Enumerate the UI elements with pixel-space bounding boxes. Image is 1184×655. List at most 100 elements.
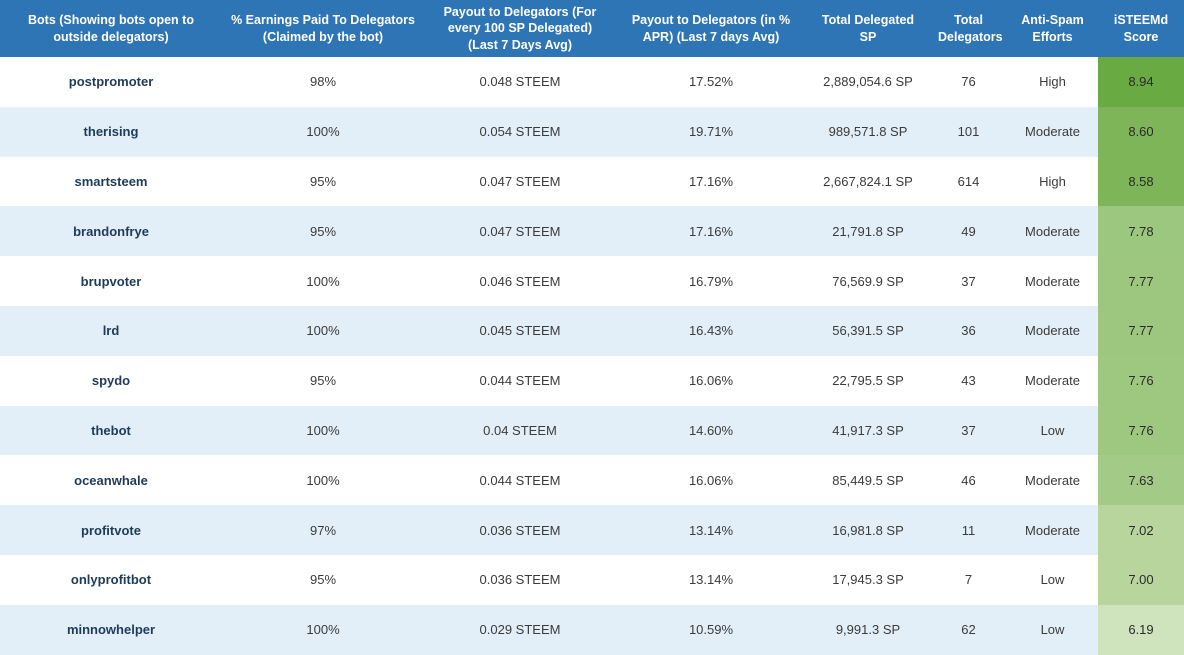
cell-bot: smartsteem bbox=[0, 156, 222, 207]
cell-bot: brandonfrye bbox=[0, 206, 222, 257]
cell-total_delegated_sp: 56,391.5 SP bbox=[806, 305, 930, 356]
cell-pct_earnings: 100% bbox=[222, 256, 424, 306]
cell-total_delegators: 37 bbox=[930, 405, 1007, 456]
cell-score: 8.94 bbox=[1098, 57, 1184, 107]
cell-anti_spam: Low bbox=[1007, 554, 1098, 605]
cell-total_delegators: 11 bbox=[930, 505, 1007, 555]
cell-payout_apr: 16.06% bbox=[616, 455, 806, 506]
cell-score: 6.19 bbox=[1098, 604, 1184, 655]
cell-payout_apr: 10.59% bbox=[616, 604, 806, 655]
cell-score: 7.78 bbox=[1098, 206, 1184, 257]
cell-payout_per_100sp: 0.054 STEEM bbox=[424, 106, 616, 157]
column-header-payout_per_100sp: Payout to Delegators (For every 100 SP D… bbox=[424, 0, 616, 57]
cell-anti_spam: Moderate bbox=[1007, 206, 1098, 257]
cell-total_delegated_sp: 41,917.3 SP bbox=[806, 405, 930, 456]
cell-bot: oceanwhale bbox=[0, 455, 222, 506]
cell-payout_per_100sp: 0.04 STEEM bbox=[424, 405, 616, 456]
column-header-pct_earnings: % Earnings Paid To Delegators (Claimed b… bbox=[222, 0, 424, 57]
cell-anti_spam: Moderate bbox=[1007, 305, 1098, 356]
cell-score: 8.60 bbox=[1098, 106, 1184, 157]
cell-pct_earnings: 100% bbox=[222, 106, 424, 157]
cell-bot: lrd bbox=[0, 305, 222, 356]
cell-pct_earnings: 95% bbox=[222, 206, 424, 257]
cell-payout_per_100sp: 0.044 STEEM bbox=[424, 455, 616, 506]
cell-payout_per_100sp: 0.047 STEEM bbox=[424, 206, 616, 257]
cell-score: 7.77 bbox=[1098, 305, 1184, 356]
cell-bot: postpromoter bbox=[0, 57, 222, 107]
cell-total_delegators: 76 bbox=[930, 57, 1007, 107]
cell-bot: brupvoter bbox=[0, 256, 222, 306]
table-row: thebot 100% 0.04 STEEM 14.60% 41,917.3 SP 37 L… bbox=[0, 405, 1184, 456]
table-row: onlyprofitbot 95% 0.036 STEEM 13.14% 17,945.… bbox=[0, 554, 1184, 605]
table-row: minnowhelper 100% 0.029 STEEM 10.59% 9,991.3… bbox=[0, 604, 1184, 655]
cell-score: 7.02 bbox=[1098, 505, 1184, 555]
cell-pct_earnings: 100% bbox=[222, 455, 424, 506]
cell-total_delegators: 46 bbox=[930, 455, 1007, 506]
column-header-score: iSTEEMd Score bbox=[1098, 0, 1184, 57]
cell-anti_spam: Moderate bbox=[1007, 355, 1098, 406]
cell-payout_per_100sp: 0.048 STEEM bbox=[424, 57, 616, 107]
cell-anti_spam: Low bbox=[1007, 405, 1098, 456]
table-row: brupvoter 100% 0.046 STEEM 16.79% 76,569.9 S… bbox=[0, 256, 1184, 306]
cell-payout_apr: 17.16% bbox=[616, 206, 806, 257]
cell-total_delegated_sp: 21,791.8 SP bbox=[806, 206, 930, 257]
table-row: oceanwhale 100% 0.044 STEEM 16.06% 85,449.5 … bbox=[0, 455, 1184, 506]
cell-total_delegated_sp: 9,991.3 SP bbox=[806, 604, 930, 655]
cell-total_delegated_sp: 17,945.3 SP bbox=[806, 554, 930, 605]
cell-total_delegated_sp: 22,795.5 SP bbox=[806, 355, 930, 406]
cell-payout_apr: 13.14% bbox=[616, 554, 806, 605]
cell-anti_spam: High bbox=[1007, 156, 1098, 207]
cell-bot: therising bbox=[0, 106, 222, 157]
table-row: brandonfrye 95% 0.047 STEEM 17.16% 21,791.8 … bbox=[0, 206, 1184, 257]
cell-total_delegated_sp: 989,571.8 SP bbox=[806, 106, 930, 157]
cell-anti_spam: Moderate bbox=[1007, 256, 1098, 306]
cell-total_delegators: 49 bbox=[930, 206, 1007, 257]
cell-anti_spam: Moderate bbox=[1007, 455, 1098, 506]
cell-score: 7.77 bbox=[1098, 256, 1184, 306]
column-header-anti_spam: Anti-Spam Efforts bbox=[1007, 0, 1098, 57]
cell-total_delegated_sp: 2,889,054.6 SP bbox=[806, 57, 930, 107]
cell-bot: spydo bbox=[0, 355, 222, 406]
cell-bot: onlyprofitbot bbox=[0, 554, 222, 605]
table-row: postpromoter 98% 0.048 STEEM 17.52% 2,889,05… bbox=[0, 57, 1184, 107]
table-header: Bots (Showing bots open to outside deleg… bbox=[0, 0, 1184, 57]
cell-total_delegated_sp: 2,667,824.1 SP bbox=[806, 156, 930, 207]
cell-pct_earnings: 95% bbox=[222, 156, 424, 207]
cell-payout_per_100sp: 0.045 STEEM bbox=[424, 305, 616, 356]
cell-payout_per_100sp: 0.029 STEEM bbox=[424, 604, 616, 655]
table-row: smartsteem 95% 0.047 STEEM 17.16% 2,667,824.… bbox=[0, 156, 1184, 207]
cell-payout_apr: 14.60% bbox=[616, 405, 806, 456]
cell-total_delegators: 62 bbox=[930, 604, 1007, 655]
cell-pct_earnings: 100% bbox=[222, 405, 424, 456]
cell-score: 7.76 bbox=[1098, 355, 1184, 406]
cell-score: 8.58 bbox=[1098, 156, 1184, 207]
cell-score: 7.76 bbox=[1098, 405, 1184, 456]
column-header-payout_apr: Payout to Delegators (in % APR) (Last 7 … bbox=[616, 0, 806, 57]
column-header-total_delegators: Total Delegators bbox=[930, 0, 1007, 57]
cell-total_delegators: 101 bbox=[930, 106, 1007, 157]
cell-pct_earnings: 95% bbox=[222, 554, 424, 605]
cell-payout_apr: 17.52% bbox=[616, 57, 806, 107]
table-body: postpromoter 98% 0.048 STEEM 17.52% 2,889,05… bbox=[0, 57, 1184, 655]
cell-total_delegators: 7 bbox=[930, 554, 1007, 605]
cell-pct_earnings: 98% bbox=[222, 57, 424, 107]
column-header-bot: Bots (Showing bots open to outside deleg… bbox=[0, 0, 222, 57]
cell-bot: thebot bbox=[0, 405, 222, 456]
cell-payout_per_100sp: 0.047 STEEM bbox=[424, 156, 616, 207]
cell-pct_earnings: 95% bbox=[222, 355, 424, 406]
cell-anti_spam: Low bbox=[1007, 604, 1098, 655]
table-row: lrd 100% 0.045 STEEM 16.43% 56,391.5 SP 36 Mod… bbox=[0, 305, 1184, 356]
cell-payout_per_100sp: 0.046 STEEM bbox=[424, 256, 616, 306]
cell-pct_earnings: 97% bbox=[222, 505, 424, 555]
cell-total_delegators: 614 bbox=[930, 156, 1007, 207]
table-row: profitvote 97% 0.036 STEEM 13.14% 16,981.8 S… bbox=[0, 505, 1184, 555]
cell-payout_apr: 16.43% bbox=[616, 305, 806, 356]
cell-payout_per_100sp: 0.044 STEEM bbox=[424, 355, 616, 406]
cell-score: 7.00 bbox=[1098, 554, 1184, 605]
cell-bot: minnowhelper bbox=[0, 604, 222, 655]
cell-payout_per_100sp: 0.036 STEEM bbox=[424, 554, 616, 605]
cell-payout_per_100sp: 0.036 STEEM bbox=[424, 505, 616, 555]
cell-total_delegators: 37 bbox=[930, 256, 1007, 306]
cell-payout_apr: 17.16% bbox=[616, 156, 806, 207]
